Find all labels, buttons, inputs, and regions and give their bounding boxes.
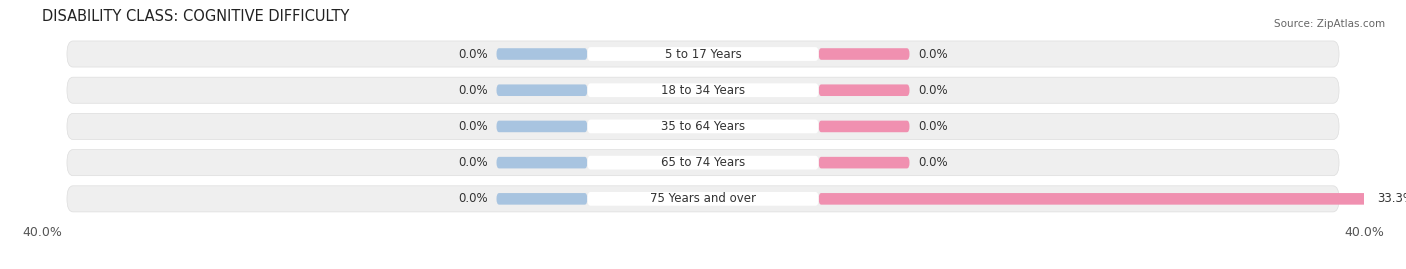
- FancyBboxPatch shape: [67, 77, 1339, 103]
- Text: 5 to 17 Years: 5 to 17 Years: [665, 48, 741, 61]
- FancyBboxPatch shape: [818, 157, 910, 168]
- Text: 0.0%: 0.0%: [918, 48, 948, 61]
- FancyBboxPatch shape: [496, 121, 588, 132]
- Text: 0.0%: 0.0%: [458, 84, 488, 97]
- FancyBboxPatch shape: [496, 84, 588, 96]
- FancyBboxPatch shape: [588, 192, 818, 206]
- Text: 33.3%: 33.3%: [1376, 192, 1406, 205]
- Text: 0.0%: 0.0%: [918, 120, 948, 133]
- Text: 0.0%: 0.0%: [458, 156, 488, 169]
- FancyBboxPatch shape: [588, 156, 818, 169]
- Text: 0.0%: 0.0%: [918, 156, 948, 169]
- FancyBboxPatch shape: [496, 157, 588, 168]
- Text: DISABILITY CLASS: COGNITIVE DIFFICULTY: DISABILITY CLASS: COGNITIVE DIFFICULTY: [42, 9, 350, 24]
- FancyBboxPatch shape: [818, 84, 910, 96]
- FancyBboxPatch shape: [67, 150, 1339, 176]
- FancyBboxPatch shape: [818, 48, 910, 60]
- FancyBboxPatch shape: [496, 193, 588, 205]
- FancyBboxPatch shape: [588, 119, 818, 133]
- FancyBboxPatch shape: [818, 121, 910, 132]
- FancyBboxPatch shape: [67, 186, 1339, 212]
- Text: 75 Years and over: 75 Years and over: [650, 192, 756, 205]
- Text: 0.0%: 0.0%: [458, 120, 488, 133]
- FancyBboxPatch shape: [588, 83, 818, 97]
- FancyBboxPatch shape: [818, 193, 1369, 205]
- Text: 65 to 74 Years: 65 to 74 Years: [661, 156, 745, 169]
- FancyBboxPatch shape: [588, 47, 818, 61]
- Text: 0.0%: 0.0%: [458, 48, 488, 61]
- FancyBboxPatch shape: [67, 114, 1339, 139]
- Text: 35 to 64 Years: 35 to 64 Years: [661, 120, 745, 133]
- Text: 0.0%: 0.0%: [458, 192, 488, 205]
- FancyBboxPatch shape: [67, 41, 1339, 67]
- Text: Source: ZipAtlas.com: Source: ZipAtlas.com: [1274, 19, 1385, 29]
- FancyBboxPatch shape: [496, 48, 588, 60]
- Text: 18 to 34 Years: 18 to 34 Years: [661, 84, 745, 97]
- Text: 0.0%: 0.0%: [918, 84, 948, 97]
